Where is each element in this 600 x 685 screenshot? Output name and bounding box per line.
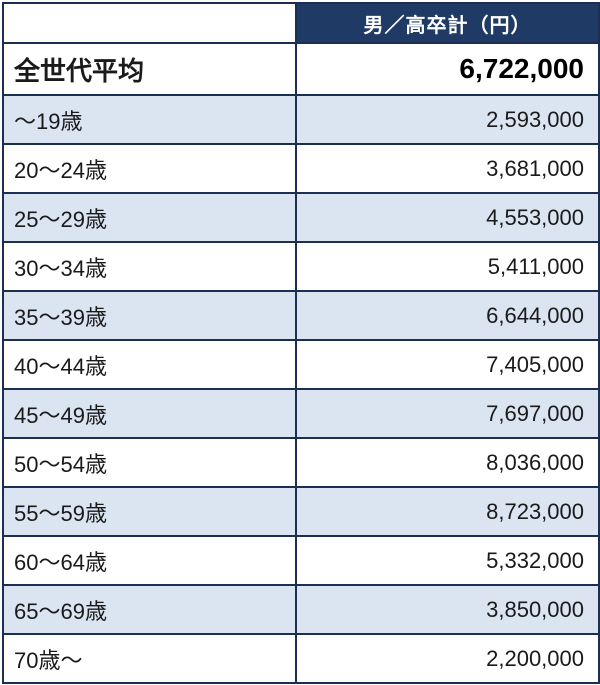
header-empty-cell xyxy=(2,2,297,44)
row-label: 35～39歳 xyxy=(2,290,297,341)
table-row: 55～59歳 8,723,000 xyxy=(2,486,600,537)
header-value-column: 男／高卒計（円） xyxy=(295,2,600,44)
row-value: 2,593,000 xyxy=(295,94,600,145)
row-label: 40～44歳 xyxy=(2,339,297,390)
table-row: 45～49歳 7,697,000 xyxy=(2,388,600,439)
row-label: 25～29歳 xyxy=(2,192,297,243)
table-header-row: 男／高卒計（円） xyxy=(2,2,600,44)
row-value: 8,036,000 xyxy=(295,437,600,488)
row-value: 5,332,000 xyxy=(295,535,600,586)
table-row-average: 全世代平均 6,722,000 xyxy=(2,42,600,96)
row-value: 3,681,000 xyxy=(295,143,600,194)
table-row: 30～34歳 5,411,000 xyxy=(2,241,600,292)
row-value: 5,411,000 xyxy=(295,241,600,292)
row-label: 30～34歳 xyxy=(2,241,297,292)
row-value: 4,553,000 xyxy=(295,192,600,243)
table-row: 70歳～ 2,200,000 xyxy=(2,633,600,684)
row-label: ～19歳 xyxy=(2,94,297,145)
table-row: 60～64歳 5,332,000 xyxy=(2,535,600,586)
row-value: 2,200,000 xyxy=(295,633,600,684)
row-value: 8,723,000 xyxy=(295,486,600,537)
row-value: 7,697,000 xyxy=(295,388,600,439)
table-row: 50～54歳 8,036,000 xyxy=(2,437,600,488)
row-label: 50～54歳 xyxy=(2,437,297,488)
row-label: 全世代平均 xyxy=(2,42,297,96)
row-value: 6,722,000 xyxy=(295,42,600,96)
table-row: 35～39歳 6,644,000 xyxy=(2,290,600,341)
row-value: 3,850,000 xyxy=(295,584,600,635)
row-value: 6,644,000 xyxy=(295,290,600,341)
row-label: 60～64歳 xyxy=(2,535,297,586)
table-row: ～19歳 2,593,000 xyxy=(2,94,600,145)
table-row: 25～29歳 4,553,000 xyxy=(2,192,600,243)
row-label: 70歳～ xyxy=(2,633,297,684)
row-label: 65～69歳 xyxy=(2,584,297,635)
row-label: 20～24歳 xyxy=(2,143,297,194)
table-row: 20～24歳 3,681,000 xyxy=(2,143,600,194)
row-label: 55～59歳 xyxy=(2,486,297,537)
row-value: 7,405,000 xyxy=(295,339,600,390)
table-row: 65～69歳 3,850,000 xyxy=(2,584,600,635)
table-row: 40～44歳 7,405,000 xyxy=(2,339,600,390)
row-label: 45～49歳 xyxy=(2,388,297,439)
